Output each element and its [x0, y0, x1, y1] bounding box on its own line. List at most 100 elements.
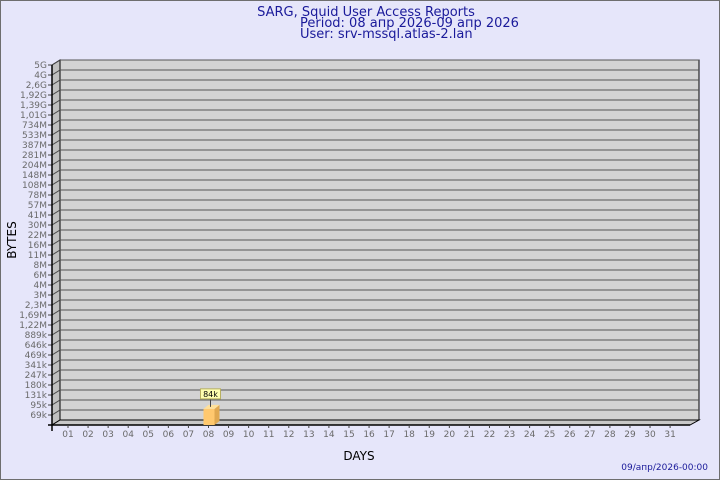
x-tick-label: 03: [102, 430, 113, 440]
grid-line-side: [51, 349, 61, 356]
grid-line-side: [51, 269, 61, 276]
y-tick-label: 533M: [22, 131, 47, 141]
x-tick-label: 11: [263, 430, 274, 440]
bar-label-box: [199, 388, 221, 400]
grid-line-side: [51, 359, 61, 366]
grid-line-side: [51, 369, 61, 376]
y-tick-label: 95k: [30, 401, 47, 411]
y-tick-label: 889k: [25, 331, 48, 341]
y-tick-label: 2,6G: [26, 81, 47, 91]
grid-line-side: [51, 239, 61, 246]
y-tick-label: 30M: [28, 221, 47, 231]
y-tick-label: 6M: [34, 271, 48, 281]
grid-line-side: [51, 79, 61, 86]
x-tick-label: 14: [323, 430, 335, 440]
grid-line-side: [51, 209, 61, 216]
y-tick-label: 8M: [34, 261, 48, 271]
y-tick-label: 11M: [28, 251, 47, 261]
grid-line-side: [51, 119, 61, 126]
y-tick-label: 4G: [34, 71, 47, 81]
grid-line-side: [51, 149, 61, 156]
grid-line-side: [51, 259, 61, 266]
chart-period: Period: 08 апр 2026-09 апр 2026: [300, 16, 519, 31]
y-tick-label: 281M: [22, 151, 47, 161]
grid-line-side: [51, 309, 61, 316]
bar-side: [214, 404, 220, 425]
grid-line-side: [51, 109, 61, 116]
x-tick-label: 04: [122, 430, 134, 440]
y-tick-label: 148M: [22, 171, 47, 181]
x-tick-label: 24: [524, 430, 536, 440]
x-tick-label: 26: [564, 430, 576, 440]
grid-line-side: [51, 389, 61, 396]
x-tick-label: 17: [383, 430, 394, 440]
grid-line-side: [51, 249, 61, 256]
x-tick-label: 16: [363, 430, 375, 440]
grid-line-side: [51, 279, 61, 286]
y-tick-label: 5G: [34, 61, 47, 71]
x-tick-label: 10: [243, 430, 255, 440]
x-tick-label: 02: [82, 430, 93, 440]
x-tick-label: 21: [464, 430, 475, 440]
grid-line-side: [51, 219, 61, 226]
x-tick-label: 25: [544, 430, 555, 440]
x-tick-label: 08: [203, 430, 215, 440]
grid-line-side: [51, 299, 61, 306]
x-tick-label: 31: [664, 430, 675, 440]
y-tick-label: 1,22M: [19, 321, 47, 331]
bar-front: [203, 408, 215, 425]
y-tick-label: 387M: [22, 141, 47, 151]
x-tick-label: 28: [604, 430, 616, 440]
x-tick-label: 06: [163, 430, 175, 440]
x-tick-label: 18: [403, 430, 415, 440]
x-tick-label: 20: [444, 430, 456, 440]
y-tick-label: 1,01G: [20, 111, 47, 121]
x-tick-label: 07: [183, 430, 194, 440]
x-tick-label: 23: [504, 430, 515, 440]
grid-line-side: [51, 379, 61, 386]
y-tick-label: 469k: [25, 351, 48, 361]
report-timestamp: 09/апр/2026-00:00: [621, 463, 708, 473]
x-tick-label: 12: [283, 430, 294, 440]
grid-line-side: [51, 199, 61, 206]
chart-user: User: srv-mssql.atlas-2.lan: [300, 27, 473, 42]
grid-line-side: [51, 59, 61, 66]
x-tick-label: 15: [343, 430, 354, 440]
x-tick-label: 13: [303, 430, 314, 440]
y-tick-label: 646k: [25, 341, 48, 351]
grid-line-side: [51, 339, 61, 346]
x-tick-label: 01: [62, 430, 73, 440]
y-tick-label: 69k: [30, 411, 47, 421]
grid-line-side: [51, 329, 61, 336]
y-tick-label: 3M: [34, 291, 48, 301]
x-tick-label: 22: [484, 430, 495, 440]
bar-top: [203, 404, 220, 409]
chart-title: SARG, Squid User Access Reports: [257, 5, 475, 20]
grid-line-side: [51, 159, 61, 166]
y-tick-label: 41M: [28, 211, 47, 221]
y-tick-label: 131k: [25, 391, 48, 401]
x-tick-label: 29: [624, 430, 636, 440]
x-tick-label: 19: [424, 430, 436, 440]
y-tick-label: 22M: [28, 231, 47, 241]
y-tick-label: 1,92G: [20, 91, 47, 101]
x-tick-label: 30: [644, 430, 656, 440]
y-tick-label: 180k: [25, 381, 48, 391]
y-tick-label: 1,39G: [20, 101, 47, 111]
grid-line-side: [51, 229, 61, 236]
y-tick-label: 247k: [25, 371, 48, 381]
grid-line-side: [51, 169, 61, 176]
y-tick-label: 16M: [28, 241, 47, 251]
y-tick-label: 57M: [28, 201, 47, 211]
y-tick-label: 734M: [22, 121, 47, 131]
bar-value-label: 84k: [203, 390, 218, 399]
y-axis-label: BYTES: [5, 221, 19, 258]
grid-line-side: [51, 89, 61, 96]
y-tick-label: 78M: [28, 191, 47, 201]
grid-line-side: [51, 289, 61, 296]
grid-line-side: [51, 189, 61, 196]
grid-line-side: [51, 99, 61, 106]
y-tick-label: 4M: [34, 281, 48, 291]
x-tick-label: 05: [143, 430, 154, 440]
